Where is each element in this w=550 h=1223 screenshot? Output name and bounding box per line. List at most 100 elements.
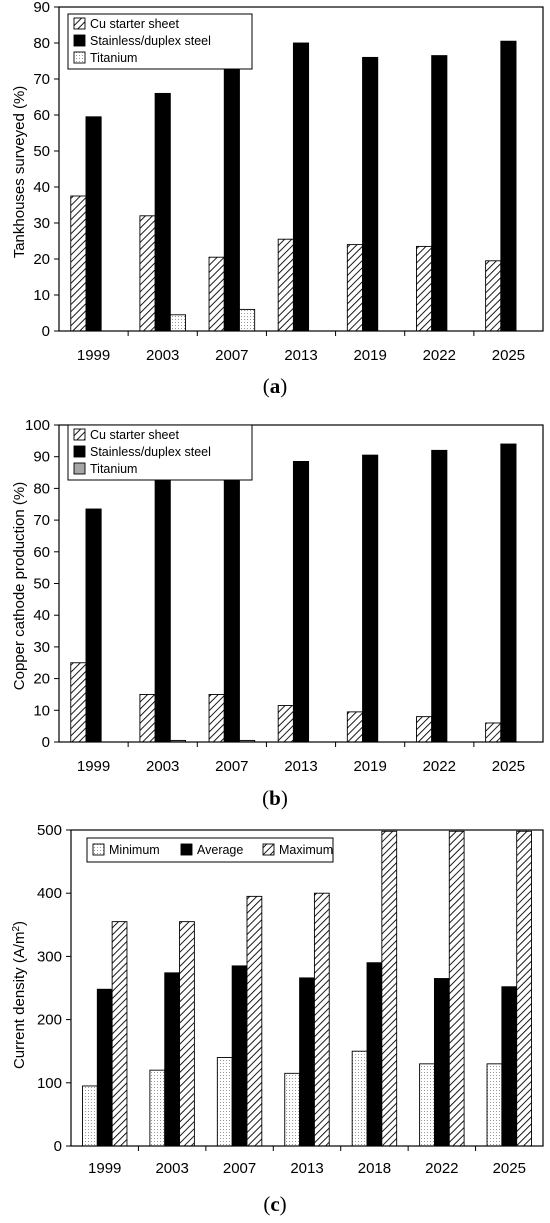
bar bbox=[448, 830, 465, 1147]
bar bbox=[381, 830, 398, 1147]
legend-box bbox=[86, 837, 334, 863]
bar bbox=[139, 694, 156, 743]
x-tick-label: 2022 bbox=[423, 758, 456, 775]
bar bbox=[208, 256, 225, 332]
legend-swatch bbox=[73, 462, 86, 475]
bar bbox=[277, 705, 294, 743]
y-tick-label: 50 bbox=[33, 576, 50, 593]
y-tick-label: 0 bbox=[42, 734, 50, 751]
y-tick-label: 50 bbox=[33, 143, 50, 160]
bar bbox=[277, 238, 294, 332]
legend-label: Cu starter sheet bbox=[90, 428, 179, 442]
y-tick-label: 30 bbox=[33, 215, 50, 232]
bar bbox=[231, 965, 248, 1147]
legend-label: Stainless/duplex steel bbox=[90, 34, 211, 48]
legend-label: Titanium bbox=[90, 462, 137, 476]
bar bbox=[416, 245, 433, 332]
bars bbox=[70, 443, 517, 743]
chart-panel-b: Copper cathode production (%) 0 10 20 30 40 5… bbox=[11, 417, 544, 810]
y-ticks: 0 100 200 300 400 500 bbox=[37, 822, 71, 1155]
legend-swatch bbox=[92, 843, 105, 856]
y-tick-label: 300 bbox=[37, 948, 62, 965]
bar bbox=[366, 962, 383, 1147]
y-tick-label: 30 bbox=[33, 639, 50, 656]
bar bbox=[346, 244, 363, 332]
x-tick-label: 1999 bbox=[77, 347, 110, 364]
x-tick-label: 2018 bbox=[358, 1160, 391, 1177]
y-tick-label: 400 bbox=[37, 885, 62, 902]
bar bbox=[246, 895, 263, 1147]
y-axis-label: Tankhouses surveyed (%) bbox=[11, 86, 28, 259]
x-tick-labels: 1999 2003 2007 2013 2019 2022 2025 bbox=[77, 331, 525, 364]
y-tick-label: 0 bbox=[42, 323, 50, 340]
legend-swatch bbox=[73, 34, 86, 47]
bars bbox=[82, 830, 532, 1147]
y-tick-label: 20 bbox=[33, 671, 50, 688]
bar bbox=[169, 314, 186, 332]
y-tick-label: 100 bbox=[25, 417, 50, 434]
y-tick-label: 500 bbox=[37, 822, 62, 839]
legend: Cu starter sheet Stainless/duplex steel Ti… bbox=[67, 13, 253, 70]
bar bbox=[70, 662, 87, 743]
chart-panel-a: Tankhouses surveyed (%) 0 10 20 30 40 50 60 70 8… bbox=[11, 0, 544, 398]
legend-label: Maximum bbox=[279, 843, 333, 857]
x-tick-label: 2025 bbox=[492, 758, 525, 775]
bar bbox=[179, 921, 195, 1147]
bars bbox=[70, 40, 517, 332]
legend-label: Titanium bbox=[90, 51, 137, 65]
bar bbox=[164, 972, 181, 1147]
bar bbox=[139, 215, 156, 332]
y-tick-label: 60 bbox=[33, 544, 50, 561]
bar bbox=[96, 988, 113, 1147]
y-tick-label: 200 bbox=[37, 1012, 62, 1029]
panel-label: (c) bbox=[263, 1192, 286, 1216]
bar bbox=[208, 694, 225, 743]
x-tick-label: 2013 bbox=[290, 1160, 323, 1177]
legend: Minimum Average Maximum bbox=[86, 837, 334, 863]
x-tick-label: 2013 bbox=[284, 347, 317, 364]
panel-label: (a) bbox=[263, 374, 288, 398]
legend-swatch bbox=[73, 428, 86, 441]
legend-label: Average bbox=[197, 843, 243, 857]
bar bbox=[223, 65, 240, 332]
plot-frame bbox=[58, 6, 544, 332]
bar bbox=[362, 56, 379, 332]
bar bbox=[85, 116, 102, 332]
y-tick-label: 40 bbox=[33, 179, 50, 196]
bar bbox=[216, 1057, 233, 1147]
bar bbox=[500, 443, 517, 743]
legend-box bbox=[67, 13, 253, 70]
x-tick-label: 2019 bbox=[353, 347, 386, 364]
x-tick-label: 1999 bbox=[77, 758, 110, 775]
y-ticks: 0 10 20 30 40 50 60 70 80 90 100 bbox=[25, 417, 59, 751]
x-tick-label: 2007 bbox=[223, 1160, 256, 1177]
y-tick-label: 20 bbox=[33, 251, 50, 268]
bar bbox=[485, 722, 502, 743]
bar bbox=[284, 1072, 301, 1147]
y-tick-label: 100 bbox=[37, 1075, 62, 1092]
legend-label: Stainless/duplex steel bbox=[90, 445, 211, 459]
y-tick-label: 80 bbox=[33, 480, 50, 497]
x-tick-label: 1999 bbox=[88, 1160, 121, 1177]
y-ticks: 0 10 20 30 40 50 60 70 80 90 bbox=[33, 0, 59, 340]
y-tick-label: 70 bbox=[33, 512, 50, 529]
legend-swatch bbox=[262, 843, 275, 856]
bar bbox=[111, 921, 128, 1147]
y-axis-label: Copper cathode production (%) bbox=[11, 482, 28, 690]
bar bbox=[149, 1069, 166, 1147]
legend-label: Minimum bbox=[109, 843, 160, 857]
bar bbox=[239, 308, 256, 332]
x-tick-label: 2003 bbox=[146, 347, 179, 364]
x-tick-label: 2007 bbox=[215, 758, 248, 775]
legend-label: Cu starter sheet bbox=[90, 17, 179, 31]
chart-panel-c: Current density (A/m2) 0100200300400500 … bbox=[11, 822, 544, 1216]
y-tick-label: 10 bbox=[33, 702, 50, 719]
x-tick-label: 2003 bbox=[155, 1160, 188, 1177]
bar bbox=[292, 42, 310, 332]
bar bbox=[416, 716, 433, 743]
y-tick-label: 40 bbox=[33, 607, 50, 624]
bar bbox=[486, 1063, 503, 1147]
legend-swatch bbox=[73, 17, 86, 30]
x-tick-label: 2013 bbox=[284, 758, 317, 775]
